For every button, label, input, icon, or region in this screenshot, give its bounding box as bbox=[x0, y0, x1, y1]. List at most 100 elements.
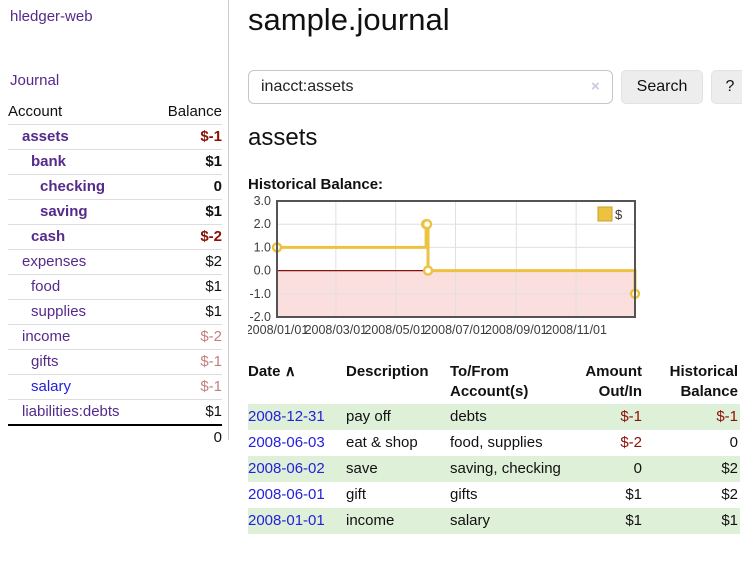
transaction-date-link[interactable]: 2008-06-02 bbox=[248, 460, 325, 477]
account-link-food[interactable]: food bbox=[31, 278, 61, 295]
register-row[interactable]: 2008-06-01 gift gifts $1 $2 bbox=[248, 482, 740, 508]
plot-border bbox=[276, 200, 636, 318]
account-link-salary[interactable]: salary bbox=[31, 378, 72, 395]
x-axis-tick: 2008/11/01 bbox=[545, 323, 607, 337]
register-cell-balance: $1 bbox=[721, 512, 738, 529]
historical-balance-chart: $3.0 2.0 1.0 0.0 -1.0 -2.0 2008/01/01 2008/03/0… bbox=[248, 196, 668, 346]
account-row: salary $-1 bbox=[8, 374, 222, 400]
register-header-date[interactable]: Date ∧ bbox=[248, 363, 296, 380]
register-cell-amount: $-2 bbox=[620, 434, 642, 451]
register-cell-accounts: saving, checking bbox=[450, 460, 561, 477]
x-axis-tick: 2008/07/01 bbox=[424, 323, 487, 337]
account-row: supplies $1 bbox=[8, 299, 222, 325]
account-row: liabilities:debts $1 bbox=[8, 399, 222, 425]
account-link-saving[interactable]: saving bbox=[40, 203, 88, 220]
register-cell-date: 2008-06-03 bbox=[248, 430, 346, 456]
account-balance: $1 bbox=[152, 274, 222, 300]
sidebar-item-journal[interactable]: Journal bbox=[10, 72, 60, 89]
account-row: cash $-2 bbox=[8, 224, 222, 250]
search-button[interactable]: Search bbox=[621, 70, 703, 104]
transaction-date-link[interactable]: 2008-12-31 bbox=[248, 408, 325, 425]
y-axis-tick: 0.0 bbox=[254, 264, 271, 278]
register-row[interactable]: 2008-06-02 save saving, checking 0 $2 bbox=[248, 456, 740, 482]
account-link-income[interactable]: income bbox=[22, 328, 71, 345]
register-cell-accounts: gifts bbox=[450, 486, 478, 503]
account-balance: $-2 bbox=[152, 224, 222, 250]
legend-label: $ bbox=[615, 207, 623, 222]
clear-search-icon[interactable]: × bbox=[591, 78, 600, 95]
account-balance: $1 bbox=[152, 299, 222, 325]
y-axis-tick: 3.0 bbox=[254, 196, 271, 208]
register-cell-description: eat & shop bbox=[346, 434, 418, 451]
register-cell-balance: 0 bbox=[729, 434, 738, 451]
register-header-balance: Historical Balance bbox=[669, 363, 738, 400]
account-balance: 0 bbox=[152, 174, 222, 200]
account-link-bank[interactable]: bank bbox=[31, 153, 67, 170]
register-cell-date: 2008-06-01 bbox=[248, 482, 346, 508]
register-cell-date: 2008-12-31 bbox=[248, 404, 346, 430]
register-header-accounts: To/From Account(s) bbox=[450, 363, 529, 400]
register-cell-date: 2008-01-01 bbox=[248, 508, 346, 534]
account-row: income $-2 bbox=[8, 324, 222, 350]
account-link-supplies[interactable]: supplies bbox=[31, 303, 87, 320]
search-bar: × Search ? bbox=[248, 70, 742, 104]
register-row[interactable]: 2008-06-03 eat & shop food, supplies $-2 0 bbox=[248, 430, 740, 456]
account-link-gifts[interactable]: gifts bbox=[31, 353, 59, 370]
account-row: food $1 bbox=[8, 274, 222, 300]
chart-title: Historical Balance: bbox=[248, 176, 384, 193]
legend-swatch bbox=[597, 206, 613, 222]
accounts-total-value: 0 bbox=[152, 424, 222, 450]
accounts-table: Account Balance assets $-1 bank $1 checking 0… bbox=[8, 100, 222, 450]
account-link-checking[interactable]: checking bbox=[40, 178, 106, 195]
search-input[interactable] bbox=[248, 70, 613, 104]
account-row: saving $1 bbox=[8, 199, 222, 225]
account-row: assets $-1 bbox=[8, 124, 222, 150]
account-balance: $-1 bbox=[152, 124, 222, 150]
account-balance: $1 bbox=[152, 149, 222, 175]
page-title: sample.journal bbox=[248, 2, 450, 37]
y-axis-tick: -1.0 bbox=[249, 287, 271, 301]
register-cell-description: pay off bbox=[346, 408, 391, 425]
register-cell-amount: $-1 bbox=[620, 408, 642, 425]
register-header-row: Date ∧ Description To/From Account(s) Amo… bbox=[248, 360, 740, 404]
register-cell-accounts: debts bbox=[450, 408, 487, 425]
register-cell-date: 2008-06-02 bbox=[248, 456, 346, 482]
register-cell-amount: $1 bbox=[625, 486, 642, 503]
account-link-expenses[interactable]: expenses bbox=[22, 253, 87, 270]
account-row: expenses $2 bbox=[8, 249, 222, 275]
account-balance: $-1 bbox=[152, 374, 222, 400]
register-cell-accounts: food, supplies bbox=[450, 434, 543, 451]
accounts-total-row: 0 bbox=[8, 424, 222, 450]
account-balance: $2 bbox=[152, 249, 222, 275]
account-balance: $-1 bbox=[152, 349, 222, 375]
help-button[interactable]: ? bbox=[711, 70, 742, 104]
y-axis-tick: -2.0 bbox=[249, 310, 271, 324]
account-balance: $1 bbox=[152, 199, 222, 225]
x-axis-tick: 2008/03/01 bbox=[305, 323, 368, 337]
data-point-marker bbox=[421, 219, 433, 230]
register-cell-accounts: salary bbox=[450, 512, 491, 529]
account-link-liabilities-debts[interactable]: liabilities:debts bbox=[22, 403, 120, 420]
y-axis-tick: 2.0 bbox=[254, 217, 271, 231]
app-title-link[interactable]: hledger-web bbox=[10, 8, 93, 25]
account-row: gifts $-1 bbox=[8, 349, 222, 375]
account-row: bank $1 bbox=[8, 149, 222, 175]
register-cell-balance: $-1 bbox=[716, 408, 738, 425]
register-row[interactable]: 2008-01-01 income salary $1 $1 bbox=[248, 508, 740, 534]
transaction-date-link[interactable]: 2008-01-01 bbox=[248, 512, 325, 529]
register-table: Date ∧ Description To/From Account(s) Amo… bbox=[248, 360, 740, 534]
register-cell-balance: $2 bbox=[721, 486, 738, 503]
account-link-assets[interactable]: assets bbox=[22, 128, 69, 145]
register-header-amount: Amount Out/In bbox=[585, 363, 642, 400]
sort-asc-icon: ∧ bbox=[284, 363, 296, 380]
x-axis-tick: 2008/09/01 bbox=[485, 323, 548, 337]
transaction-date-link[interactable]: 2008-06-03 bbox=[248, 434, 325, 451]
register-cell-amount: 0 bbox=[633, 460, 642, 477]
register-row[interactable]: 2008-12-31 pay off debts $-1 $-1 bbox=[248, 404, 740, 430]
account-link-cash[interactable]: cash bbox=[31, 228, 66, 245]
section-title: assets bbox=[248, 124, 318, 151]
register-cell-description: income bbox=[346, 512, 395, 529]
account-balance: $-2 bbox=[152, 324, 222, 350]
transaction-date-link[interactable]: 2008-06-01 bbox=[248, 486, 325, 503]
register-cell-description: save bbox=[346, 460, 378, 477]
